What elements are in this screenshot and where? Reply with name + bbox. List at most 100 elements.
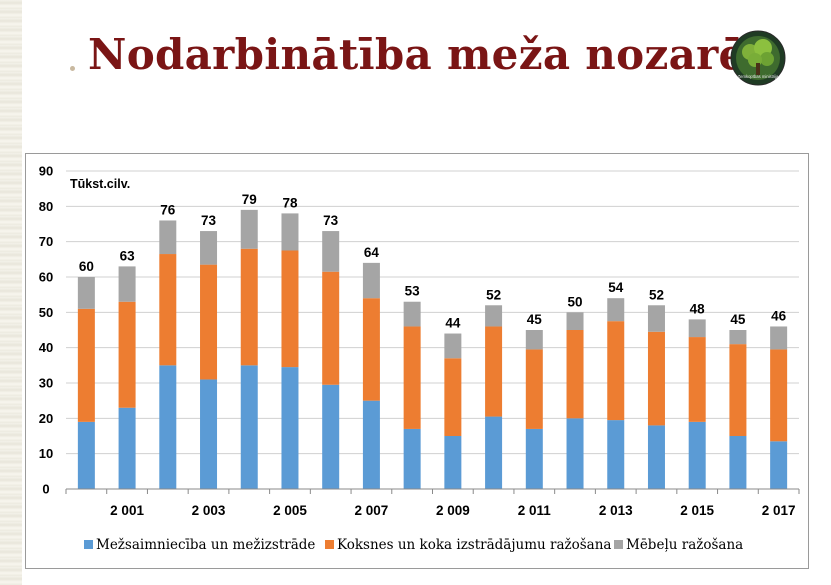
bar-mebelu-2017 bbox=[770, 326, 788, 350]
bar-mebelu-2004 bbox=[240, 209, 258, 249]
y-tick-label: 0 bbox=[42, 482, 49, 497]
total-label-2017: 46 bbox=[771, 308, 787, 323]
y-axis-ticks: 0 10 20 30 40 50 60 70 80 90 bbox=[39, 164, 53, 497]
bar-mezsaimnieciba-2016 bbox=[729, 436, 747, 489]
bar-mezsaimnieciba-2007 bbox=[362, 400, 380, 489]
bar-koksnes-2017 bbox=[770, 349, 788, 442]
bar-mezsaimnieciba-2004 bbox=[240, 365, 258, 489]
bar-mebelu-2001 bbox=[118, 266, 136, 302]
x-tick-label: 2 017 bbox=[762, 503, 796, 518]
bar-koksnes-2005 bbox=[281, 250, 299, 368]
legend-swatch-koksnes bbox=[325, 540, 334, 549]
bar-mezsaimnieciba-2000 bbox=[77, 421, 95, 489]
total-label-2002: 76 bbox=[160, 202, 176, 217]
bar-mebelu-2003 bbox=[200, 231, 218, 265]
bar-koksnes-2009 bbox=[444, 358, 462, 436]
bar-mebelu-2007 bbox=[362, 262, 380, 299]
bar-mebelu-2009 bbox=[444, 333, 462, 359]
legend-label-mezsaimnieciba: Mežsaimniecība un mežizstrāde bbox=[96, 537, 315, 553]
bar-mezsaimnieciba-2001 bbox=[118, 407, 136, 489]
bar-mezsaimnieciba-2005 bbox=[281, 367, 299, 489]
ministry-logo: Zemkopības ministrija bbox=[730, 30, 786, 86]
legend-swatch-mebelu bbox=[614, 540, 623, 549]
bar-koksnes-2010 bbox=[485, 326, 503, 417]
total-label-2001: 63 bbox=[120, 248, 136, 263]
total-label-2008: 53 bbox=[405, 284, 421, 299]
bar-mezsaimnieciba-2012 bbox=[566, 418, 584, 489]
bar-mebelu-2012 bbox=[566, 312, 584, 330]
y-tick-label: 60 bbox=[39, 270, 53, 285]
x-tick-label: 2 013 bbox=[599, 503, 633, 518]
y-tick-label: 10 bbox=[39, 446, 53, 461]
legend-swatch-mezsaimnieciba bbox=[84, 540, 93, 549]
bar-koksnes-2008 bbox=[403, 326, 421, 429]
legend-label-mebelu: Mēbeļu ražošana bbox=[626, 537, 743, 553]
total-label-2007: 64 bbox=[364, 245, 380, 260]
bar-mezsaimnieciba-2009 bbox=[444, 436, 462, 489]
total-label-2011: 45 bbox=[527, 312, 543, 327]
x-tick-label: 2 001 bbox=[110, 503, 144, 518]
bar-mebelu-2015 bbox=[688, 319, 706, 338]
total-label-2009: 44 bbox=[445, 316, 461, 331]
slide-edge-texture bbox=[0, 0, 22, 585]
y-tick-label: 30 bbox=[39, 376, 53, 391]
total-label-2012: 50 bbox=[568, 294, 583, 309]
bar-koksnes-2002 bbox=[159, 254, 177, 366]
bar-mezsaimnieciba-2008 bbox=[403, 428, 421, 489]
bar-koksnes-2000 bbox=[77, 308, 95, 422]
bar-mebelu-2010 bbox=[485, 305, 503, 327]
gridlines bbox=[66, 170, 799, 455]
total-label-2010: 52 bbox=[486, 287, 501, 302]
bar-mebelu-2013 bbox=[607, 298, 625, 322]
total-label-2003: 73 bbox=[201, 213, 217, 228]
bar-mezsaimnieciba-2014 bbox=[647, 425, 665, 489]
bar-koksnes-2004 bbox=[240, 248, 258, 366]
bar-mebelu-2011 bbox=[525, 330, 543, 350]
logo-text: Zemkopības ministrija bbox=[738, 74, 779, 79]
total-label-2004: 79 bbox=[242, 192, 257, 207]
y-tick-label: 20 bbox=[39, 411, 53, 426]
bar-koksnes-2001 bbox=[118, 301, 136, 408]
total-label-2016: 45 bbox=[730, 312, 746, 327]
y-tick-label: 90 bbox=[39, 164, 53, 179]
bar-koksnes-2013 bbox=[607, 321, 625, 421]
bar-mebelu-2016 bbox=[729, 330, 747, 345]
bar-mezsaimnieciba-2003 bbox=[200, 379, 218, 489]
bar-koksnes-2016 bbox=[729, 344, 747, 436]
total-labels: 60 63 76 73 79 78 73 64 53 44 52 45 50 54 52 48 45 46 bbox=[79, 192, 787, 331]
x-axis-ticks: 2 001 2 003 2 005 2 007 2 009 2 011 2 013 2 015… bbox=[65, 489, 800, 518]
bar-mebelu-2006 bbox=[322, 231, 340, 272]
page-title: Nodarbinātība meža nozarē bbox=[88, 30, 746, 79]
bar-koksnes-2006 bbox=[322, 271, 340, 385]
total-label-2014: 52 bbox=[649, 287, 664, 302]
bar-mezsaimnieciba-2010 bbox=[485, 416, 503, 489]
bars bbox=[77, 209, 788, 489]
bar-mezsaimnieciba-2011 bbox=[525, 428, 543, 489]
total-label-2005: 78 bbox=[282, 195, 298, 210]
bar-koksnes-2007 bbox=[362, 298, 380, 401]
chart-frame: 0 10 20 30 40 50 60 70 80 90 60 63 76 73 79 78 73 64 53 44… bbox=[25, 153, 809, 569]
y-tick-label: 80 bbox=[39, 199, 53, 214]
bar-mebelu-2014 bbox=[647, 305, 665, 332]
bar-mebelu-2000 bbox=[77, 277, 95, 309]
bar-koksnes-2015 bbox=[688, 337, 706, 422]
total-label-2006: 73 bbox=[323, 213, 339, 228]
y-tick-label: 40 bbox=[39, 340, 53, 355]
x-tick-label: 2 009 bbox=[436, 503, 470, 518]
bar-koksnes-2012 bbox=[566, 330, 584, 419]
bar-mebelu-2002 bbox=[159, 220, 177, 255]
bar-mezsaimnieciba-2002 bbox=[159, 365, 177, 489]
x-tick-label: 2 015 bbox=[680, 503, 714, 518]
y-tick-label: 50 bbox=[39, 305, 53, 320]
bar-mezsaimnieciba-2006 bbox=[322, 384, 340, 489]
legend: Mežsaimniecība un mežizstrāde Koksnes un… bbox=[84, 537, 743, 553]
bar-koksnes-2003 bbox=[200, 264, 218, 380]
x-tick-label: 2 003 bbox=[192, 503, 226, 518]
stacked-bar-chart: 0 10 20 30 40 50 60 70 80 90 60 63 76 73 79 78 73 64 53 44… bbox=[39, 164, 800, 553]
bar-koksnes-2014 bbox=[647, 331, 665, 426]
bar-mebelu-2005 bbox=[281, 213, 299, 251]
bar-mezsaimnieciba-2015 bbox=[688, 421, 706, 489]
x-tick-label: 2 011 bbox=[518, 503, 552, 518]
bar-mezsaimnieciba-2013 bbox=[607, 420, 625, 489]
y-tick-label: 70 bbox=[39, 234, 53, 249]
